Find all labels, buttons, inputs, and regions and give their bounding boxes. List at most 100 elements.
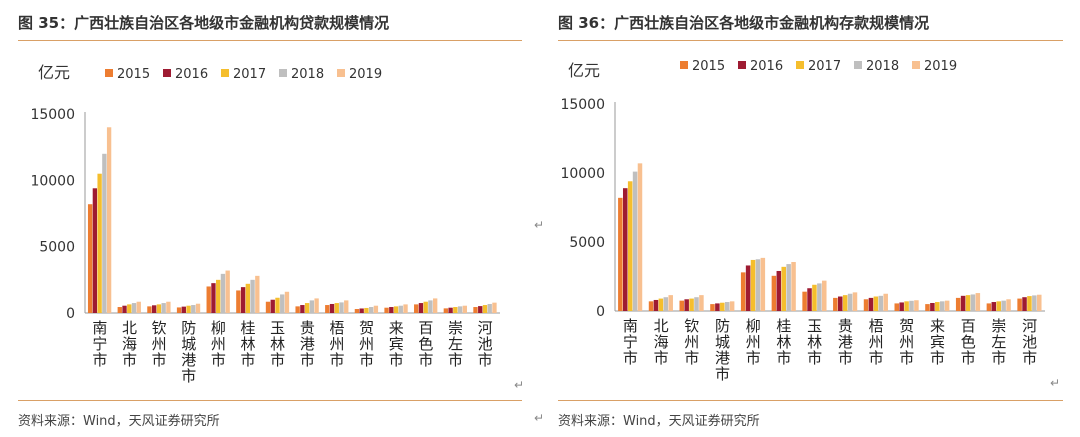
x-tick-label: 钦州市 [152,319,167,369]
bar [389,307,394,313]
bar [771,275,777,311]
source-divider [558,400,1063,401]
chart-title: 图 35：广西壮族自治区各地级市金融机构贷款规模情况 [18,14,390,32]
bar [478,306,483,313]
x-tick-label: 钦州市 [684,317,699,367]
bar [802,291,807,311]
legend-label: 2017 [233,67,266,82]
bar [97,173,102,313]
bar [909,300,914,311]
bar [236,290,241,313]
bar [191,305,196,313]
bar [776,270,782,311]
bar [986,303,992,311]
bar [648,301,654,311]
bar [270,299,275,313]
bar [883,293,888,311]
bar [699,295,704,311]
x-tick-label: 梧州市 [869,317,884,367]
bar [965,295,971,311]
bar [679,300,685,311]
bar [715,303,720,311]
x-tick-label: 崇左市 [448,319,463,369]
y-tick-label: 10000 [30,173,75,189]
bar [996,301,1001,311]
bar [960,295,966,311]
loan-chart: 亿元 2015 2016 2017 2018 2019 0 5000 10000 15000 南宁市… [30,63,500,385]
chart-title: 图 36：广西壮族自治区各地级市金融机构存款规模情况 [558,14,930,32]
legend-label: 2019 [349,67,382,82]
bar [822,280,827,311]
bar [786,264,791,311]
bar [166,301,171,313]
bar [176,307,182,313]
bar [398,305,403,313]
bar [663,297,669,311]
bar [325,305,330,313]
legend-swatch [738,61,746,69]
source-note: 资料来源：Wind，天风证券研究所 [558,414,760,429]
bar [622,188,628,311]
y-tick-label: 0 [66,306,75,322]
bar [970,294,976,311]
x-tick-label: 北海市 [654,317,669,367]
x-tick-label: 柳州市 [746,317,761,367]
bar [668,295,673,311]
y-tick-label: 15000 [30,107,75,123]
bar [632,171,638,311]
bar [473,307,478,313]
bar [653,299,659,311]
bar [791,262,796,311]
bar [92,188,98,313]
y-tick-label: 15000 [560,97,605,113]
bar [847,293,853,311]
bar [868,297,874,311]
bar [147,306,152,313]
bar [760,257,766,311]
x-tick-label: 玉林市 [270,319,285,369]
legend-label: 2018 [866,59,899,74]
bar [453,307,458,313]
bar [87,204,93,313]
x-tick-label: 贵港市 [300,319,315,369]
y-tick-label: 10000 [560,166,605,182]
bar [842,295,848,311]
bar [658,298,664,311]
bar [265,301,271,313]
bar [462,305,467,313]
bar [211,283,216,313]
legend-swatch [854,61,862,69]
x-tick-label: 来宾市 [389,319,404,369]
legend-swatch [337,69,345,77]
y-axis-unit: 亿元 [38,63,70,82]
bar [833,297,838,311]
bar [448,307,453,313]
bar [314,298,319,313]
bar [863,299,869,311]
bar [255,275,260,313]
bar [344,300,349,313]
bar [216,279,221,313]
x-tick-label: 河池市 [478,319,493,369]
bar [300,305,305,313]
bar [127,304,132,313]
bar [403,304,408,313]
bar [225,270,230,313]
bar [418,303,424,313]
title-divider [558,40,1063,41]
bar [627,181,633,311]
bar [368,307,374,313]
x-tick-label: 南宁市 [623,317,638,367]
bar [975,293,981,311]
legend-label: 2018 [291,67,324,82]
bar [354,309,360,313]
bar [939,301,945,311]
legend-label: 2017 [808,59,841,74]
x-tick-label: 桂林市 [776,317,791,367]
bar [991,302,997,311]
bar [878,295,884,311]
bar [156,304,162,313]
bar [755,259,761,311]
bar [457,306,463,313]
source-note: 资料来源：Wind，天风证券研究所 [18,414,220,429]
